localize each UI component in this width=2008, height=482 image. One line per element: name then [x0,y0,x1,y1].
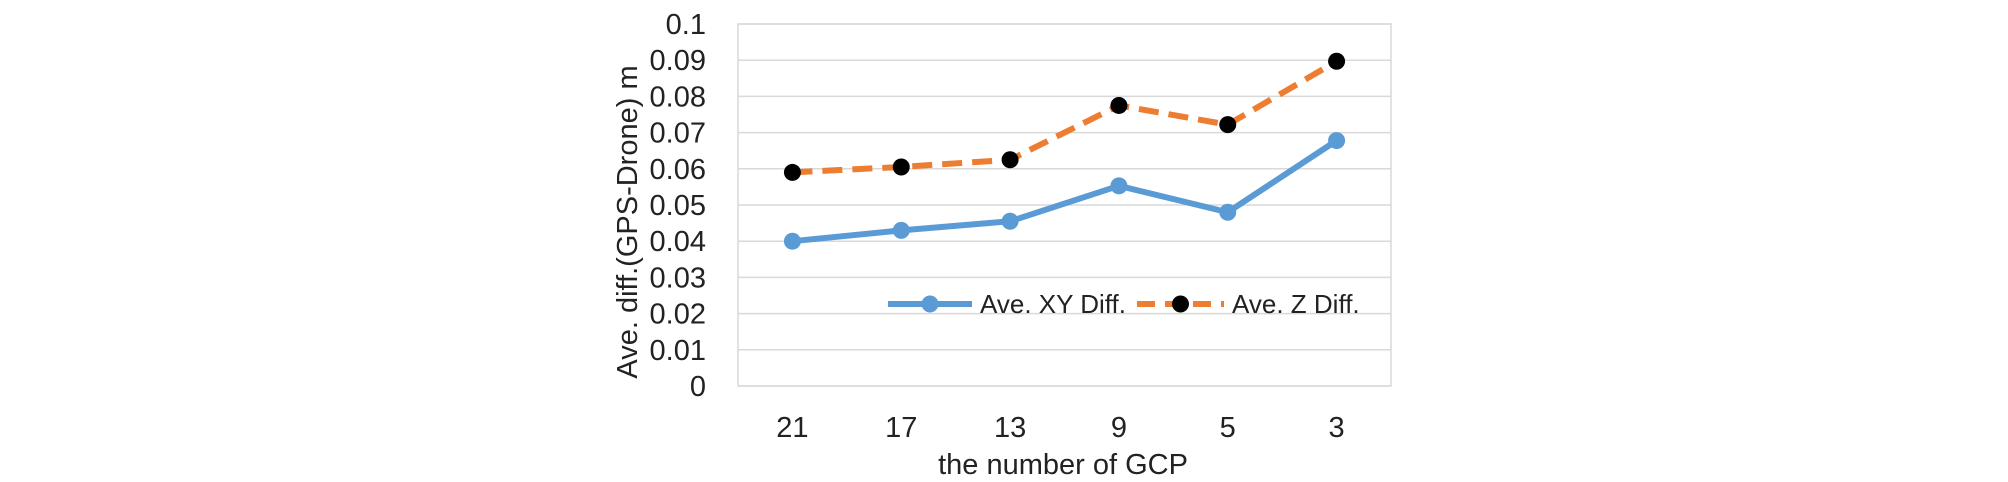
x-tick-label: 5 [1220,412,1236,444]
y-tick-label: 0 [690,371,706,403]
data-point [1328,132,1346,150]
data-point [892,221,910,239]
y-tick-label: 0.01 [650,335,706,367]
data-point [892,158,910,176]
y-tick-label: 0.03 [650,262,706,294]
legend-label: Ave. XY Diff. [980,289,1126,319]
legend-swatch-marker [921,295,939,313]
data-point [783,232,801,250]
x-tick-label: 3 [1329,412,1345,444]
y-tick-label: 0.09 [650,45,706,77]
y-tick-label: 0.06 [650,154,706,186]
data-point [1110,177,1128,195]
y-axis-ticks: 0 0.01 0.02 0.03 0.04 0.05 0.06 0.07 0.08 0.09 0.1 [650,9,706,403]
series-line [792,58,1339,176]
legend: Ave. XY Diff. Ave. Z Diff. [888,289,1360,319]
legend-label: Ave. Z Diff. [1232,289,1360,319]
y-axis-title: Ave. diff.(GPS-Drone) m [612,65,644,378]
y-tick-label: 0.08 [650,81,706,113]
series-xy-diff [783,132,1346,250]
y-tick-label: 0.04 [650,226,706,258]
data-point [1219,116,1237,134]
x-tick-label: 13 [994,412,1026,444]
x-axis-ticks: 21 17 13 9 5 3 [776,412,1344,444]
y-tick-label: 0.05 [650,190,706,222]
y-tick-label: 0.07 [650,118,706,150]
series-layer [783,52,1346,250]
series-line [792,138,1339,245]
x-tick-label: 9 [1111,412,1127,444]
legend-entry: Ave. XY Diff. [888,289,1126,319]
series-z-diff [783,52,1346,181]
legend-entry: Ave. Z Diff. [1137,289,1360,319]
data-point [1001,212,1019,230]
data-point [1110,96,1128,114]
y-tick-label: 0.1 [666,9,706,41]
x-tick-label: 17 [885,412,917,444]
legend-swatch-marker [1172,295,1189,313]
data-point [1001,151,1019,169]
x-tick-label: 21 [776,412,808,444]
data-point [1328,52,1346,70]
data-point [783,163,801,181]
data-point [1219,203,1237,221]
x-axis-title: the number of GCP [938,449,1188,481]
y-tick-label: 0.02 [650,299,706,331]
